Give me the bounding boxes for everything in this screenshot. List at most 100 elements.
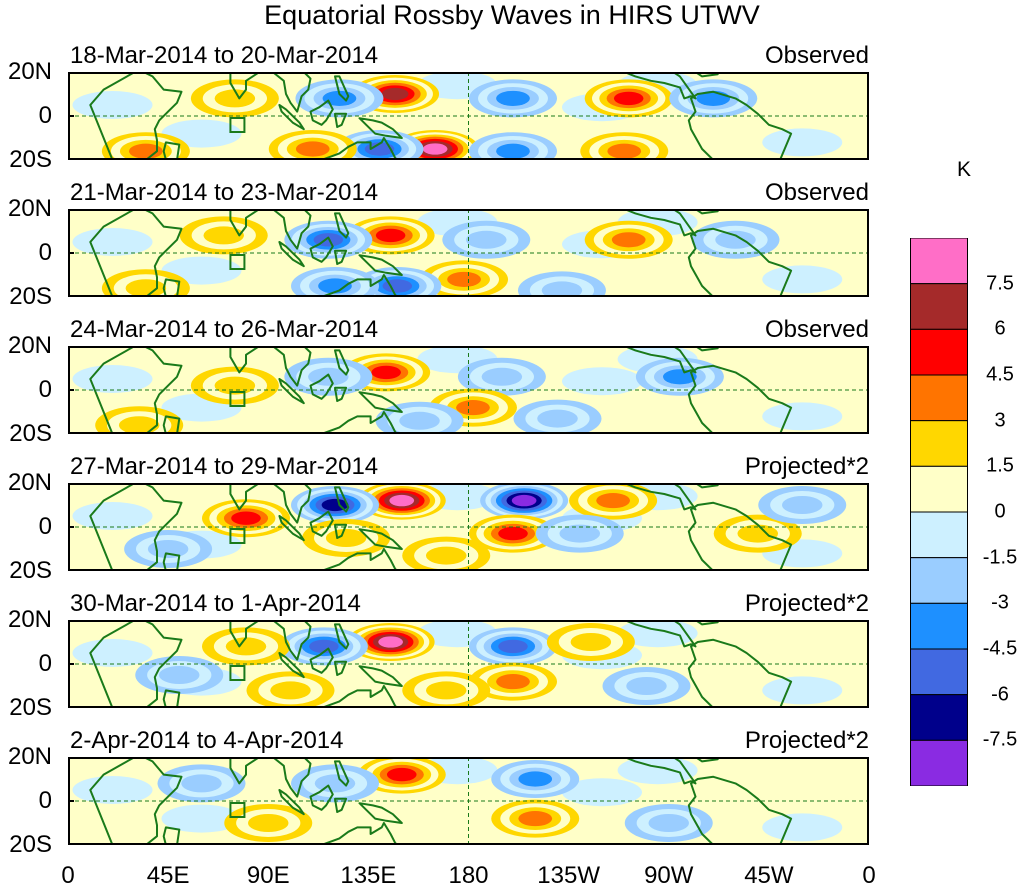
coastline	[162, 415, 181, 434]
coastline	[309, 373, 334, 400]
positive-anomaly	[295, 141, 330, 157]
panel-type-label: Observed	[764, 42, 869, 69]
coastline	[271, 72, 312, 113]
weak-anomaly	[795, 632, 869, 661]
positive-anomaly	[378, 636, 403, 648]
weak-anomaly	[161, 804, 242, 833]
colorbar-unit: K	[957, 158, 972, 181]
positive-anomaly	[118, 416, 160, 434]
reference-box	[229, 665, 246, 681]
latitude-label: 20S	[9, 420, 52, 447]
reference-box	[229, 391, 246, 407]
colorbar-level-label: -3	[991, 591, 1009, 614]
positive-anomaly	[129, 143, 163, 159]
weak-anomaly	[72, 365, 153, 393]
weak-anomaly	[72, 502, 153, 530]
coastline	[162, 278, 181, 297]
panel-type-label: Projected*2	[744, 727, 869, 754]
coastline	[694, 209, 719, 215]
coastline	[623, 209, 697, 237]
coastline	[334, 75, 350, 102]
colorbar-swatch	[910, 283, 968, 330]
coastline	[623, 483, 697, 511]
weak-anomaly	[72, 639, 153, 667]
latitude-label: 20N	[7, 332, 52, 359]
coastline	[334, 249, 348, 265]
coastline	[687, 638, 793, 708]
coastline	[358, 391, 403, 413]
coastline	[623, 72, 697, 100]
negative-anomaly	[466, 230, 507, 249]
anomaly-map	[68, 620, 869, 708]
coastline	[623, 757, 697, 785]
reference-box	[229, 528, 246, 544]
weak-anomaly	[562, 778, 642, 807]
negative-anomaly	[364, 142, 395, 156]
map-panel	[68, 72, 869, 160]
weak-anomaly	[762, 402, 843, 431]
latitude-label: 20N	[7, 743, 52, 770]
weak-anomaly	[72, 776, 153, 804]
negative-anomaly	[648, 814, 689, 832]
weak-anomaly	[72, 91, 153, 119]
weak-anomaly	[68, 676, 131, 705]
positive-anomaly	[613, 91, 644, 106]
colorbar-swatch	[910, 739, 968, 786]
coastline	[694, 483, 719, 489]
positive-anomaly	[607, 143, 642, 159]
coastline	[309, 510, 334, 537]
coastline	[334, 112, 348, 128]
weak-anomaly	[795, 221, 869, 250]
coastline	[271, 483, 312, 524]
coastline	[334, 797, 348, 813]
latitude-label: 0	[38, 239, 52, 266]
colorbar-swatch	[910, 238, 968, 285]
coastline	[271, 620, 312, 661]
coastline	[278, 789, 305, 816]
coastline	[687, 501, 793, 571]
weak-anomaly	[795, 84, 869, 113]
positive-anomaly	[231, 511, 261, 525]
colorbar-swatch	[910, 648, 968, 696]
coastline	[309, 236, 334, 263]
positive-anomaly	[498, 526, 528, 541]
coastline	[687, 775, 793, 845]
map-panel	[68, 757, 869, 845]
negative-anomaly	[715, 230, 756, 249]
weak-anomaly	[795, 769, 869, 798]
negative-anomaly	[481, 367, 523, 386]
coastline	[89, 346, 183, 434]
latitude-label: 20S	[9, 146, 52, 173]
negative-anomaly	[626, 677, 667, 695]
latitude-label: 20N	[7, 195, 52, 222]
positive-anomaly	[371, 365, 401, 380]
coastline	[358, 117, 403, 139]
panel-date-range: 24-Mar-2014 to 26-Mar-2014	[70, 316, 379, 343]
colorbar-swatch	[910, 328, 968, 376]
coastline	[334, 623, 350, 650]
coastline	[358, 665, 403, 687]
coastline	[334, 386, 348, 402]
colorbar-level-label: -1.5	[982, 546, 1018, 569]
latitude-label: 20S	[9, 831, 52, 858]
positive-anomaly	[456, 400, 490, 416]
positive-anomaly	[270, 681, 311, 700]
weak-anomaly	[617, 757, 698, 785]
reference-box	[229, 117, 246, 133]
weak-anomaly	[795, 358, 869, 387]
figure-title: Equatorial Rossby Waves in HIRS UTWV	[264, 0, 760, 30]
latitude-label: 20S	[9, 557, 52, 584]
positive-anomaly	[426, 681, 467, 700]
negative-anomaly	[314, 774, 356, 793]
latitude-label: 0	[38, 650, 52, 677]
coastline	[309, 647, 334, 674]
map-panel	[68, 346, 869, 434]
latitude-label: 20N	[7, 469, 52, 496]
longitude-label: 0	[862, 862, 876, 889]
negative-anomaly	[496, 143, 530, 159]
coastline	[89, 209, 183, 297]
coastline	[278, 378, 305, 405]
negative-anomaly	[511, 494, 537, 507]
positive-anomaly	[203, 226, 244, 245]
longitude-label: 135W	[537, 862, 600, 889]
